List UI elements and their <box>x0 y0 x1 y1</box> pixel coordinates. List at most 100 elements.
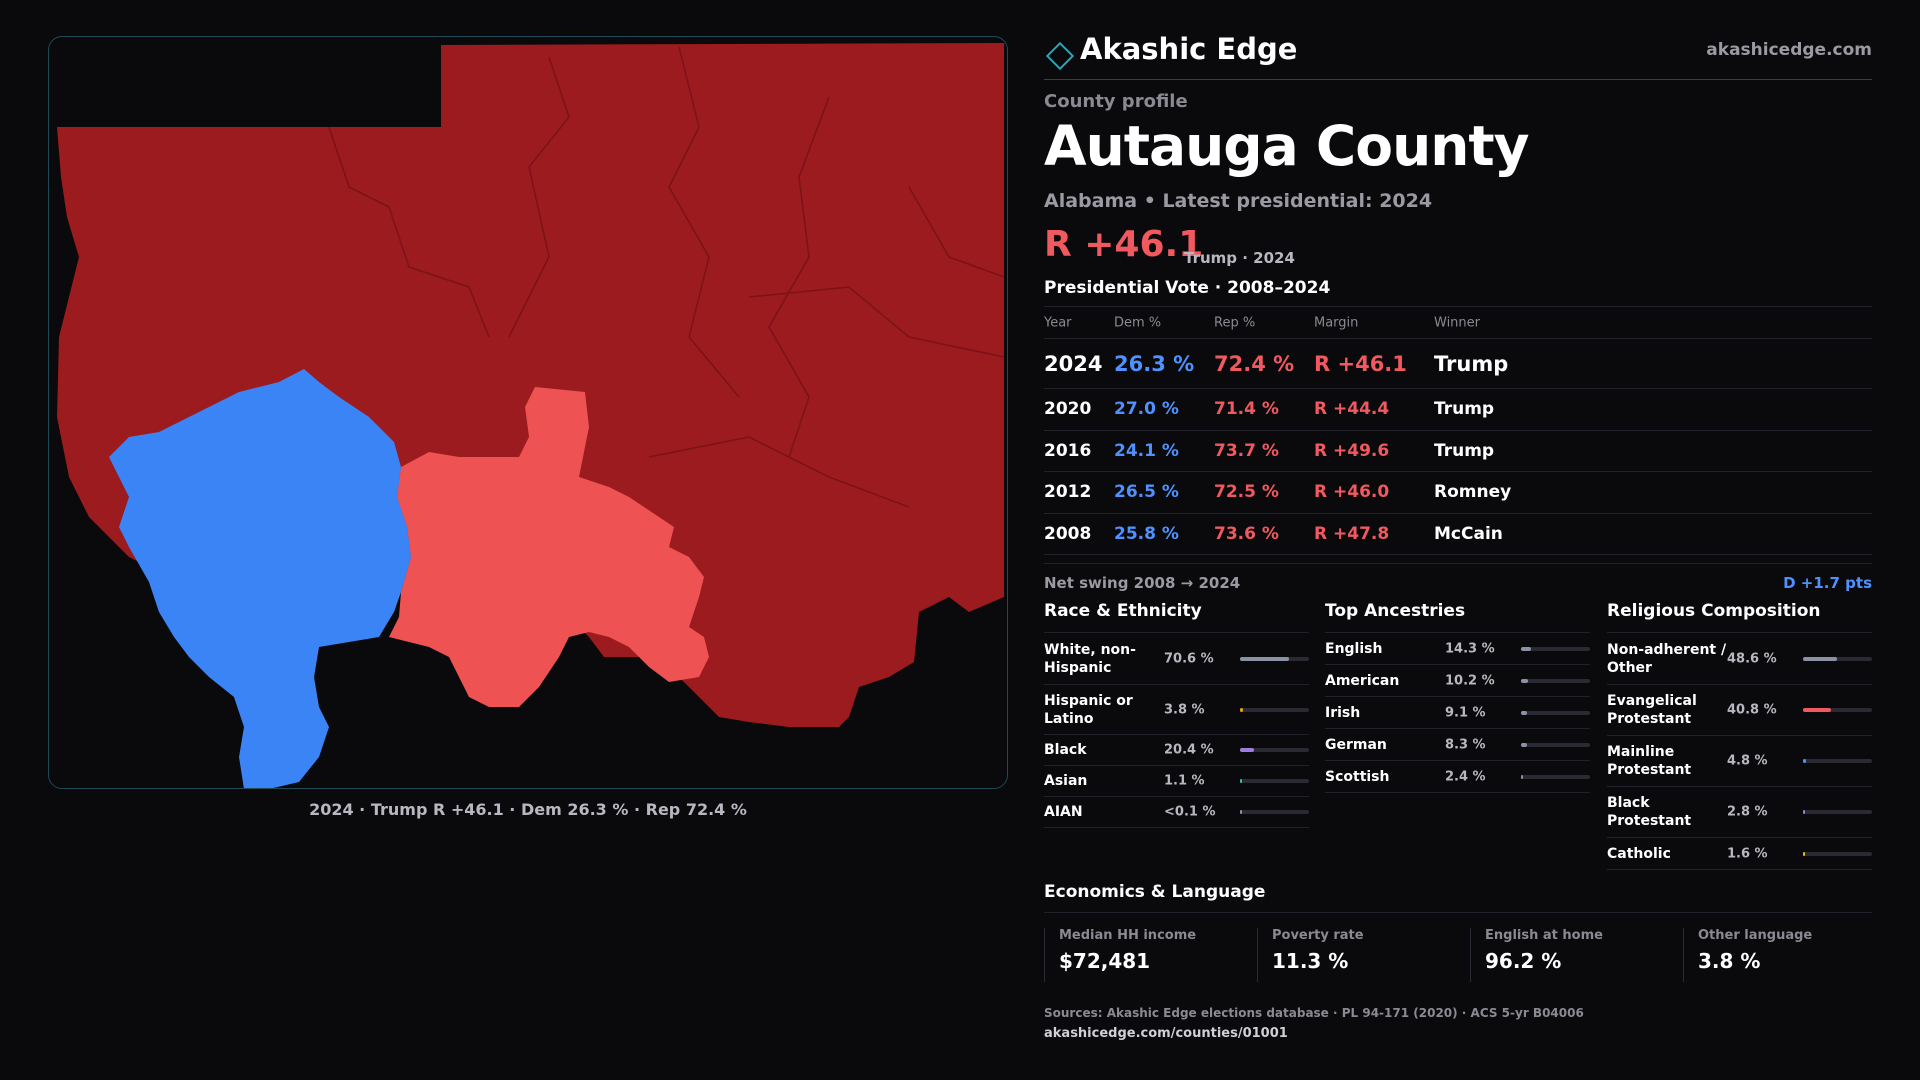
religion-section-title: Religious Composition <box>1607 601 1872 633</box>
race-value: 70.6 % <box>1164 651 1214 666</box>
race-value: <0.1 % <box>1164 804 1216 820</box>
ancestry-label: Irish <box>1325 704 1361 721</box>
precinct-borders <box>328 46 1005 508</box>
table-row[interactable]: 2008 25.8 % 73.6 % R +47.8 McCain <box>1044 514 1872 555</box>
stat-label: Poverty rate <box>1272 928 1364 943</box>
ancestry-value: 8.3 % <box>1445 737 1486 752</box>
table-row[interactable]: 2012 26.5 % 72.5 % R +46.0 Romney <box>1044 472 1872 514</box>
net-swing-value: D +1.7 pts <box>1783 574 1872 592</box>
presidential-vote-table: Year Dem % Rep % Margin Winner 2024 26.3… <box>1044 306 1872 555</box>
precinct-dem[interactable] <box>109 369 411 789</box>
ancestry-label: American <box>1325 672 1400 689</box>
race-bar-fill <box>1240 810 1242 814</box>
list-item: Non-adherent / Other 48.6 % <box>1607 633 1872 685</box>
margin-cell: R +47.8 <box>1314 523 1390 544</box>
list-item: Evangelical Protestant 40.8 % <box>1607 685 1872 736</box>
race-value: 3.8 % <box>1164 702 1205 717</box>
religion-value: 48.6 % <box>1727 651 1777 666</box>
stat-value: 11.3 % <box>1272 949 1349 973</box>
religion-bar <box>1803 759 1872 763</box>
religion-bar <box>1803 708 1872 712</box>
brand-header: Akashic Edge akashicedge.com <box>1044 30 1872 80</box>
year-cell: 2008 <box>1044 523 1092 544</box>
year-cell: 2016 <box>1044 440 1092 461</box>
net-swing-label: Net swing 2008 → 2024 <box>1044 574 1241 592</box>
religion-bar <box>1803 851 1872 856</box>
stat-value: $72,481 <box>1059 949 1151 973</box>
year-cell: 2024 <box>1044 351 1103 376</box>
rep-cell: 73.6 % <box>1214 523 1279 544</box>
profile-eyebrow: County profile <box>1044 91 1188 112</box>
religion-bar-fill <box>1803 759 1807 763</box>
divider <box>1044 912 1872 913</box>
religion-bar <box>1803 810 1872 814</box>
stat-value: 96.2 % <box>1485 949 1562 973</box>
economics-title: Economics & Language <box>1044 882 1266 902</box>
stat-value: 3.8 % <box>1698 949 1761 973</box>
sources-note: Sources: Akashic Edge elections database… <box>1044 1006 1584 1020</box>
county-map[interactable] <box>48 36 1008 789</box>
list-item: English 14.3 % <box>1325 633 1590 665</box>
margin-cell: R +44.4 <box>1314 399 1390 420</box>
race-bar <box>1240 810 1309 814</box>
list-item: Asian 1.1 % <box>1044 766 1309 797</box>
winner-cell: Romney <box>1434 482 1512 503</box>
religion-bar-fill <box>1803 851 1805 856</box>
ancestry-bar <box>1521 710 1590 715</box>
ancestry-bar-fill <box>1521 710 1528 715</box>
rep-cell: 71.4 % <box>1214 399 1279 420</box>
ancestry-bar-fill <box>1521 678 1529 683</box>
race-bar-fill <box>1240 656 1289 661</box>
winner-cell: Trump <box>1434 351 1509 376</box>
race-section-title: Race & Ethnicity <box>1044 601 1309 633</box>
stat-median-income: Median HH income $72,481 <box>1044 928 1250 982</box>
margin-cell: R +46.1 <box>1314 351 1407 376</box>
religion-label: Evangelical Protestant <box>1607 692 1697 727</box>
ancestry-value: 2.4 % <box>1445 769 1486 784</box>
net-swing-row: Net swing 2008 → 2024 D +1.7 pts <box>1044 563 1872 601</box>
column-header-dem: Dem % <box>1114 315 1162 330</box>
race-bar-fill <box>1240 748 1255 752</box>
race-label: Black <box>1044 741 1087 758</box>
list-item: White, non-Hispanic 70.6 % <box>1044 633 1309 685</box>
religion-label: Black Protestant <box>1607 794 1692 829</box>
dem-cell: 26.5 % <box>1114 482 1179 503</box>
table-row[interactable]: 2016 24.1 % 73.7 % R +49.6 Trump <box>1044 431 1872 472</box>
brand-name[interactable]: Akashic Edge <box>1080 32 1298 66</box>
column-header-rep: Rep % <box>1214 315 1256 330</box>
ancestry-bar <box>1521 742 1590 747</box>
ancestry-bar <box>1521 678 1590 683</box>
winner-cell: Trump <box>1434 440 1495 461</box>
precinct-map-svg[interactable] <box>49 37 1008 789</box>
county-permalink[interactable]: akashicedge.com/counties/01001 <box>1044 1026 1288 1041</box>
precinct-lean-rep[interactable] <box>389 387 709 707</box>
stat-label: Other language <box>1698 928 1813 943</box>
race-label: Asian <box>1044 772 1088 789</box>
stat-english-at-home: English at home 96.2 % <box>1470 928 1676 982</box>
margin-cell: R +46.0 <box>1314 482 1390 503</box>
table-row[interactable]: 2020 27.0 % 71.4 % R +44.4 Trump <box>1044 389 1872 431</box>
list-item: Mainline Protestant 4.8 % <box>1607 736 1872 787</box>
rep-cell: 72.5 % <box>1214 482 1279 503</box>
stat-other-language: Other language 3.8 % <box>1683 928 1889 982</box>
winner-cell: McCain <box>1434 523 1503 544</box>
brand-url-link[interactable]: akashicedge.com <box>1706 40 1872 60</box>
table-row[interactable]: 2024 26.3 % 72.4 % R +46.1 Trump <box>1044 339 1872 389</box>
religion-bar-fill <box>1803 708 1832 712</box>
stat-label: Median HH income <box>1059 928 1197 943</box>
list-item: Hispanic or Latino 3.8 % <box>1044 685 1309 735</box>
race-bar <box>1240 748 1309 752</box>
race-label: Hispanic or Latino <box>1044 692 1133 727</box>
ancestry-value: 9.1 % <box>1445 705 1486 720</box>
race-bar-fill <box>1240 707 1243 712</box>
county-subtitle: Alabama • Latest presidential: 2024 <box>1044 190 1433 212</box>
list-item: AIAN <0.1 % <box>1044 797 1309 828</box>
year-cell: 2012 <box>1044 482 1092 503</box>
ancestry-bar-fill <box>1521 774 1523 779</box>
race-label: AIAN <box>1044 803 1083 820</box>
race-bar <box>1240 779 1309 783</box>
ancestry-bar <box>1521 646 1590 651</box>
margin-cell: R +49.6 <box>1314 440 1390 461</box>
religion-bar-fill <box>1803 656 1837 661</box>
religion-label: Non-adherent / Other <box>1607 641 1727 676</box>
